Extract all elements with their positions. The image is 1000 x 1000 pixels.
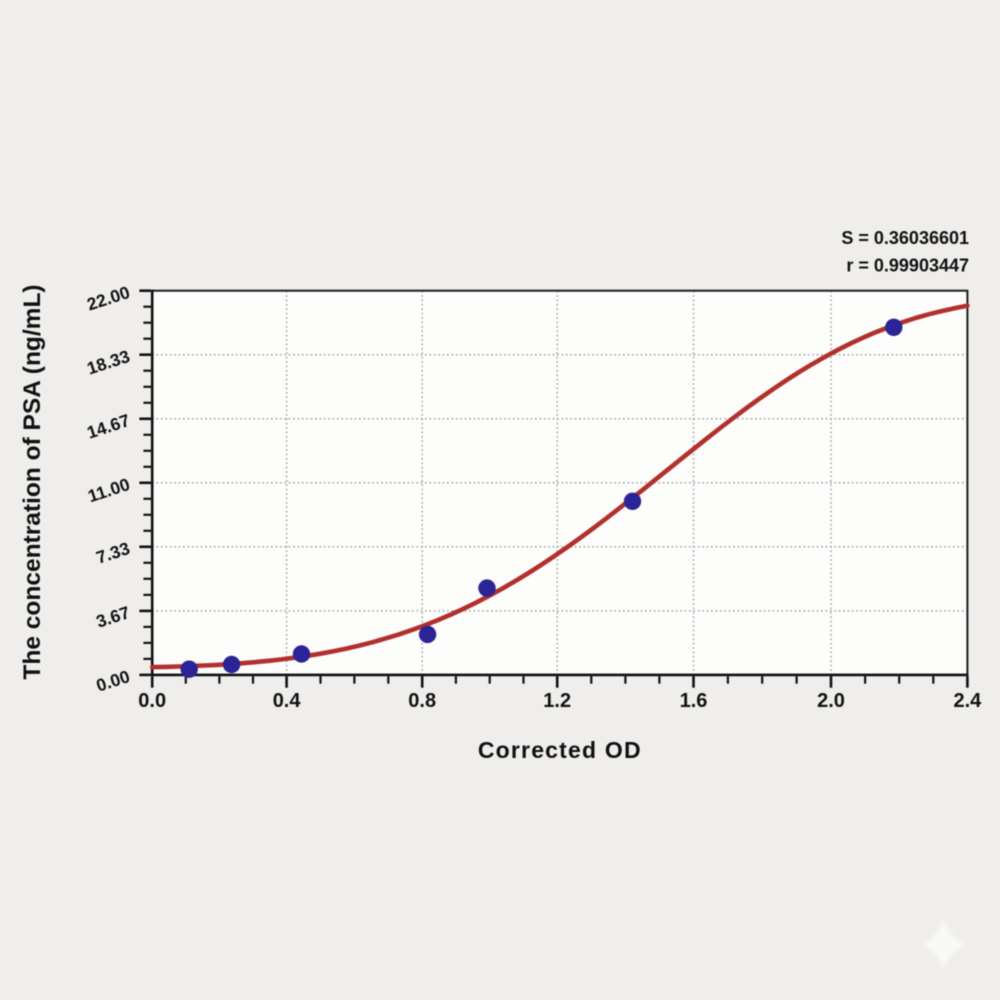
- svg-text:2.0: 2.0: [817, 690, 845, 712]
- svg-text:r = 0.99903447: r = 0.99903447: [846, 256, 969, 276]
- svg-text:Corrected OD: Corrected OD: [478, 737, 642, 763]
- svg-text:2.4: 2.4: [953, 690, 982, 712]
- svg-text:0.0: 0.0: [138, 690, 166, 712]
- svg-text:S = 0.36036601: S = 0.36036601: [841, 228, 969, 248]
- svg-text:1.6: 1.6: [680, 690, 708, 712]
- svg-text:0.4: 0.4: [273, 690, 302, 712]
- svg-text:1.2: 1.2: [543, 690, 571, 712]
- svg-text:0.8: 0.8: [408, 690, 436, 712]
- svg-text:The concentration of PSA (ng/m: The concentration of PSA (ng/mL): [19, 284, 46, 679]
